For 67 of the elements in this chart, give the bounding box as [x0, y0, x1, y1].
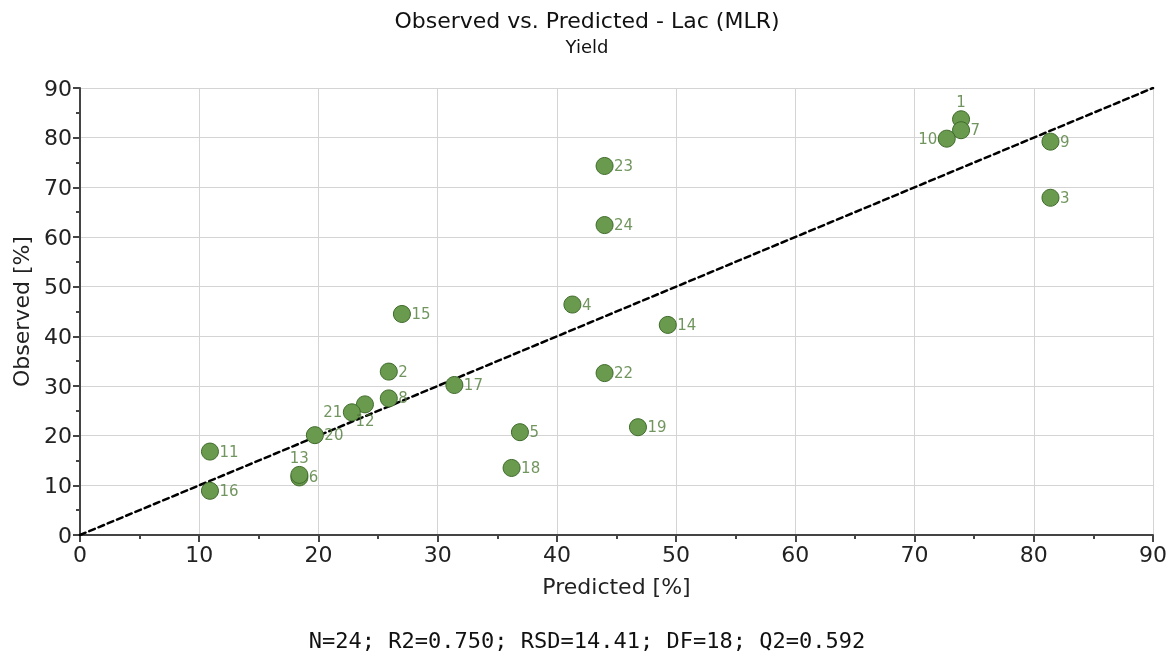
x-tick-label: 10: [185, 541, 214, 567]
x-tick-label: 60: [781, 541, 810, 567]
point: [200, 442, 219, 461]
annotation: 15: [411, 304, 431, 323]
point: [563, 295, 582, 314]
y-tick-label: 70: [44, 174, 72, 200]
point: [595, 364, 614, 383]
x-tick-label: 20: [304, 541, 333, 567]
x-tick-label: 90: [1139, 541, 1167, 567]
annotation: 2: [398, 362, 408, 381]
point: [628, 418, 647, 437]
annotation: 13: [289, 448, 309, 467]
annotation: 20: [324, 426, 344, 445]
annotation: 22: [614, 364, 634, 383]
y-tick-label: 90: [44, 75, 72, 101]
annotation: 21: [323, 403, 343, 422]
point: [510, 423, 529, 442]
point: [658, 315, 677, 334]
y-tick-label: 50: [44, 274, 72, 300]
y-tick-label: 10: [44, 472, 72, 498]
point: [379, 362, 398, 381]
y-axis-title: Observed [%]: [8, 236, 34, 387]
point: [937, 129, 956, 148]
point: [1041, 132, 1060, 151]
point: [392, 304, 411, 323]
point: [355, 395, 374, 414]
point: [952, 121, 971, 140]
annotation: 7: [970, 121, 981, 140]
point: [595, 156, 614, 175]
text: N=24; R2=0.750; RSD=14.41; DF=18; Q2=0.592: [308, 627, 866, 653]
point: [1041, 188, 1060, 207]
annotation: 10: [918, 129, 938, 148]
x-tick-label: 80: [1019, 541, 1048, 567]
x-axis-title: Predicted [%]: [542, 573, 691, 599]
point: [595, 216, 614, 235]
annotation: 6: [308, 468, 319, 487]
point: [379, 389, 398, 408]
annotation: 3: [1059, 188, 1070, 207]
point: [200, 481, 219, 500]
y-tick-label: 20: [44, 423, 72, 449]
x-tick-label: 50: [662, 541, 691, 567]
annotation: 9: [1059, 132, 1070, 151]
annotation: 16: [219, 481, 239, 500]
annotation: 4: [581, 295, 592, 314]
y-tick-label: 80: [44, 125, 72, 151]
annotation: 19: [647, 418, 667, 437]
point: [305, 426, 324, 445]
x-tick-label: 30: [423, 541, 452, 567]
annotation: 17: [463, 376, 483, 395]
x-tick-label: 40: [542, 541, 571, 567]
annotation: 18: [521, 458, 541, 477]
y-tick-label: 60: [44, 224, 72, 250]
annotation: 14: [677, 315, 697, 334]
chart-subtitle: Yield: [564, 35, 609, 57]
annotation: 24: [614, 216, 634, 235]
y-tick-label: 40: [44, 323, 72, 349]
y-tick-label: 30: [44, 373, 72, 399]
point: [502, 458, 521, 477]
annotation: 12: [355, 412, 375, 431]
annotation: 1: [956, 93, 966, 112]
annotation: 5: [529, 423, 539, 442]
y-tick-label: 0: [58, 522, 72, 548]
annotation: 11: [219, 442, 239, 461]
x-tick-label: 70: [900, 541, 929, 567]
chart-title: Observed vs. Predicted - Lac (MLR): [394, 7, 780, 33]
point: [445, 376, 464, 394]
annotation: 23: [614, 156, 634, 175]
